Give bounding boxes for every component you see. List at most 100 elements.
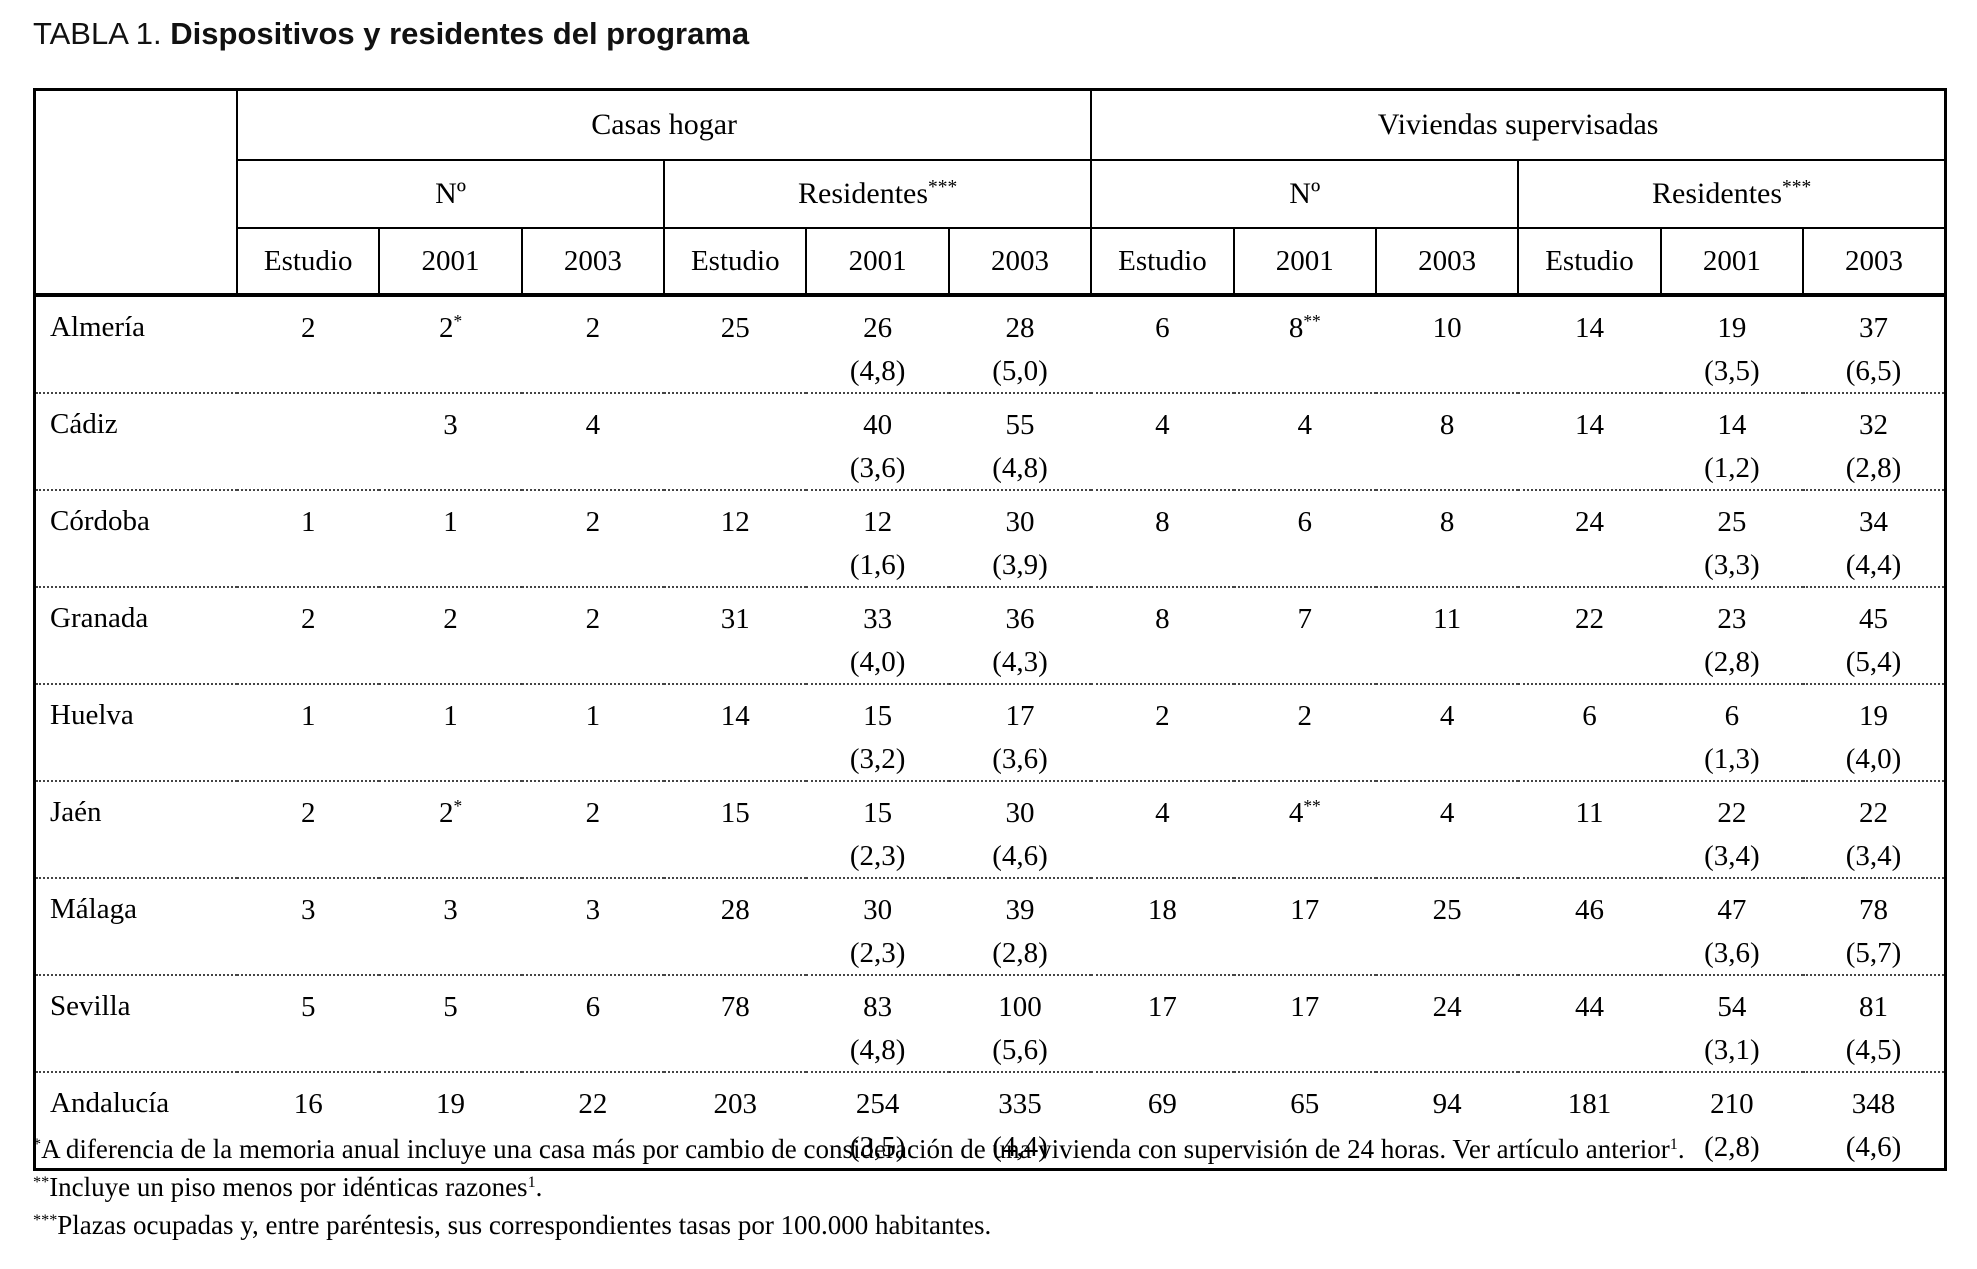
col-header-2001: 2001 [1232, 227, 1377, 297]
data-cell: 22 (3,4) [1660, 781, 1804, 879]
cell-rate [1377, 348, 1517, 351]
cell-value: 17 [1290, 894, 1320, 926]
cell-rate [1519, 736, 1659, 739]
cell-rate [238, 542, 378, 545]
subgroup-n-viviendas: Nº [1090, 159, 1520, 229]
cell-value: 203 [713, 1088, 758, 1120]
data-cell: 37 (6,5) [1803, 295, 1946, 394]
data-cell: 15 (2,3) [806, 781, 949, 879]
cell-rate [1519, 348, 1659, 351]
cell-rate [1235, 639, 1375, 642]
table-number: TABLA 1. [33, 16, 162, 51]
cell-value: 7 [1297, 603, 1313, 635]
cell-value [238, 395, 378, 405]
cell-rate [380, 445, 520, 448]
data-cell: 12 [664, 490, 807, 588]
data-cell: 23 (2,8) [1660, 587, 1804, 685]
data-cell: 6 [1233, 490, 1376, 588]
data-cell: 4 [1091, 393, 1234, 491]
cell-rate [1377, 736, 1517, 739]
cell-rate [665, 348, 805, 351]
cell-value: 4 [1439, 797, 1455, 829]
cell-rate: (4,8) [992, 452, 1048, 484]
data-cell: 14 [1518, 393, 1661, 491]
cell-rate [1377, 445, 1517, 448]
cell-value: 4 [585, 409, 601, 441]
data-cell: 17 [1233, 975, 1376, 1073]
data-cell: 17 [1091, 975, 1234, 1073]
cell-value: 47 [1717, 894, 1747, 926]
data-cell: 19 (3,5) [1660, 295, 1804, 394]
cell-rate: (3,6) [849, 452, 906, 484]
cell-value: 4 [1155, 797, 1170, 829]
data-cell: 36 (4,3) [948, 587, 1092, 685]
cell-value: 24 [1432, 991, 1462, 1023]
cell-rate [238, 930, 378, 933]
subgroup-n-casas: Nº [236, 159, 666, 229]
cell-value: 6 [1155, 312, 1170, 344]
cell-value: 19 [1717, 312, 1747, 344]
cell-value: 4 [1439, 700, 1455, 732]
cell-rate: (5,0) [992, 355, 1048, 387]
cell-value: 3 [443, 894, 458, 926]
cell-rate [238, 736, 378, 739]
data-cell: 7 [1233, 587, 1376, 685]
cell-rate: (2,8) [1704, 1131, 1760, 1163]
data-cell: 2* [379, 295, 522, 394]
data-cell: 3 [237, 878, 380, 976]
data-cell: 25 [1375, 878, 1519, 976]
cell-value: 6 [1724, 700, 1740, 732]
cell-value: 78 [720, 991, 750, 1023]
cell-value: 8 [1155, 506, 1170, 538]
cell-value: 15 [720, 797, 750, 829]
data-cell: 2 [237, 587, 380, 685]
data-cell: 24 [1518, 490, 1661, 588]
cell-rate [1235, 1124, 1375, 1127]
data-cell: 5 [379, 975, 522, 1073]
cell-rate: (3,2) [849, 743, 906, 775]
cell-rate [1519, 1027, 1659, 1030]
cell-rate [523, 639, 663, 642]
data-cell: 69 [1091, 1072, 1233, 1170]
table-title: TABLA 1. Dispositivos y residentes del p… [33, 16, 749, 52]
cell-value: 28 [1005, 312, 1035, 344]
cell-rate [238, 1027, 378, 1030]
cell-rate [1377, 639, 1517, 642]
cell-rate: (4,6) [992, 840, 1048, 872]
group-header-casas-hogar: Casas hogar [236, 88, 1093, 161]
data-cell: 8 [1091, 587, 1234, 685]
data-cell: 15 [664, 781, 807, 879]
cell-rate [665, 930, 805, 933]
data-cell: 203 [664, 1072, 806, 1170]
cell-rate [238, 833, 378, 836]
data-cell: 335 (4,4) [949, 1072, 1091, 1170]
data-cell: 4 [1375, 684, 1519, 782]
cell-rate: (2,3) [849, 840, 906, 872]
data-cell: 2 [521, 781, 665, 879]
cell-value: 3 [443, 409, 458, 441]
col-header-estudio: Estudio [236, 227, 381, 297]
data-cell: 32 (2,8) [1803, 393, 1946, 491]
data-cell: 30 (2,3) [806, 878, 949, 976]
cell-value: 6 [1297, 506, 1313, 538]
cell-value: 8 [1439, 409, 1455, 441]
cell-rate [238, 639, 378, 642]
data-cell: 5 [237, 975, 380, 1073]
cell-rate: (1,2) [1704, 452, 1760, 484]
data-cell: 1 [521, 684, 665, 782]
data-cell: 1 [379, 684, 522, 782]
cell-value: 17 [1147, 991, 1177, 1023]
col-header-estudio: Estudio [1090, 227, 1235, 297]
cell-rate [1235, 1027, 1375, 1030]
cell-rate [665, 405, 805, 408]
cell-rate [523, 833, 663, 836]
cell-rate: (4,0) [849, 646, 906, 678]
cell-rate [523, 348, 663, 351]
footnote-marker: ** [33, 1173, 50, 1192]
subgroup-residentes-casas: Residentes*** [663, 159, 1093, 229]
data-cell: 4 [1091, 781, 1234, 879]
cell-rate [380, 1124, 520, 1127]
cell-rate [1377, 542, 1517, 545]
cell-value: 2 [1297, 700, 1313, 732]
cell-rate [665, 1124, 805, 1127]
